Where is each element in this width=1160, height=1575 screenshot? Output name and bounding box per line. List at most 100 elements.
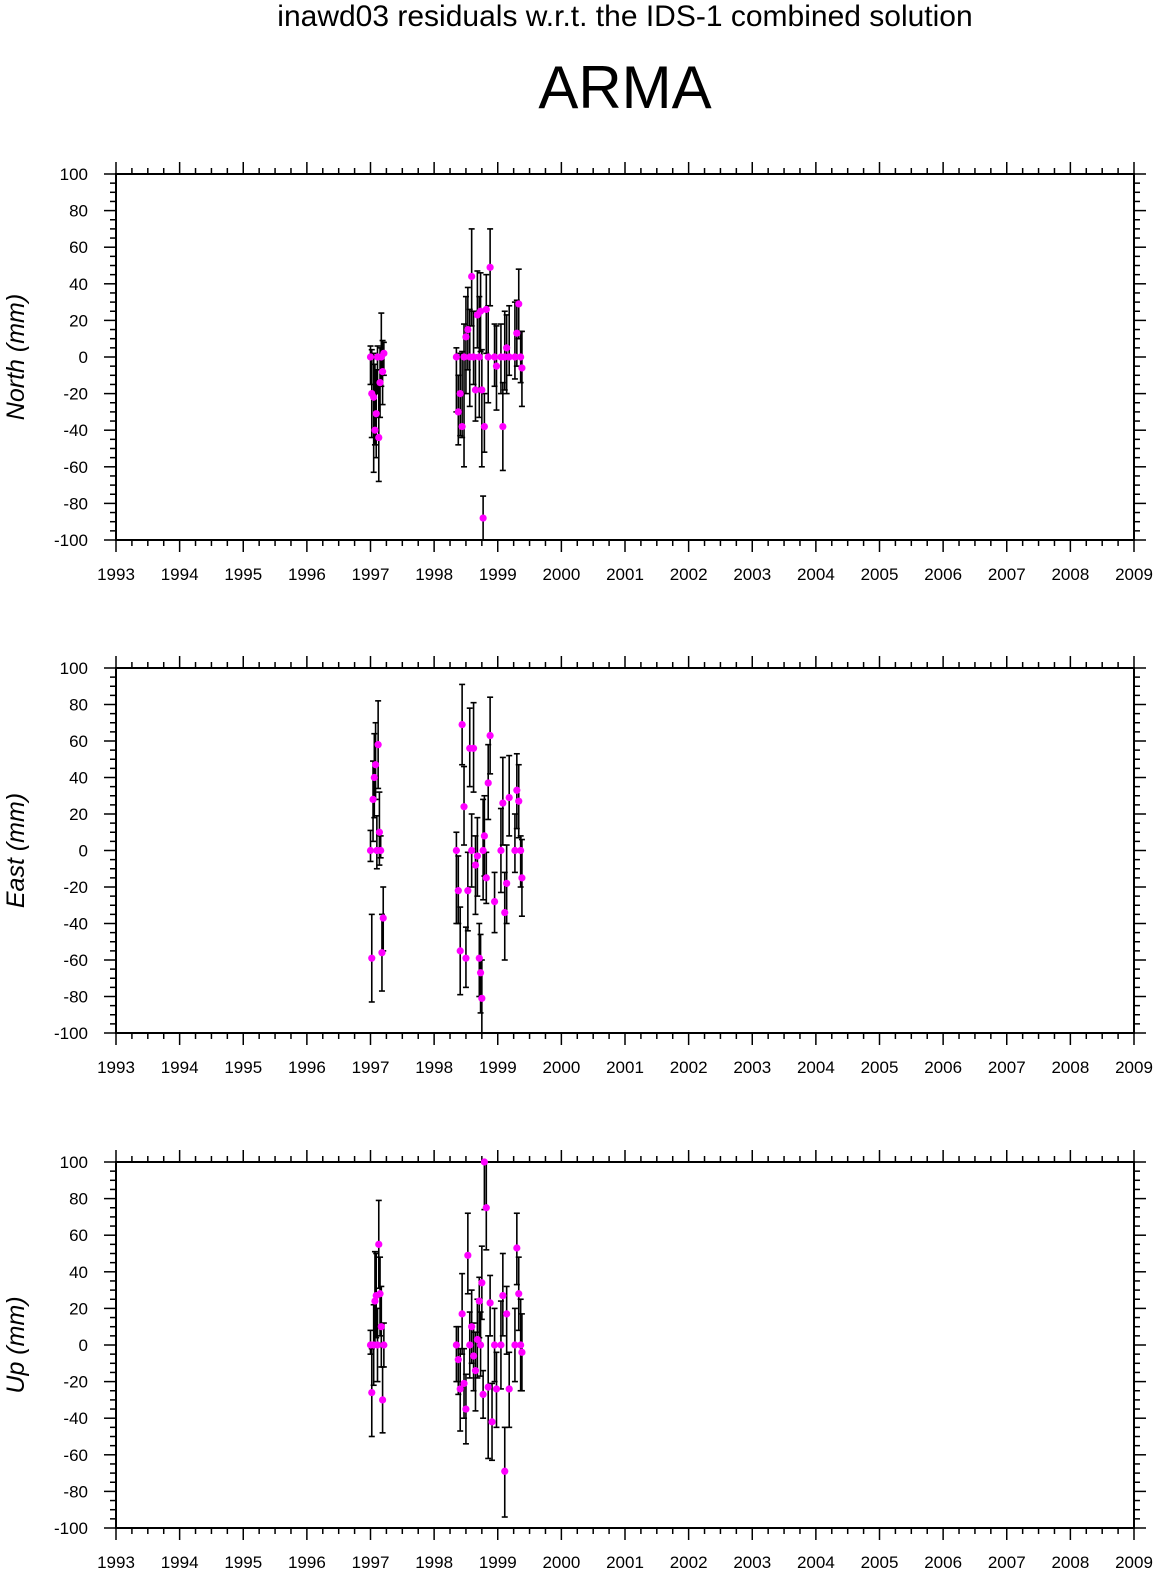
data-point: [499, 1291, 507, 1300]
station-name: ARMA: [538, 54, 711, 121]
y-tick-label: -80: [63, 1482, 88, 1501]
data-point: [513, 786, 521, 794]
x-tick-label: 2000: [542, 1058, 580, 1077]
y-tick-label: 100: [60, 659, 88, 678]
data-point: [476, 1341, 485, 1349]
data-point: [371, 1297, 379, 1305]
data-point: [464, 887, 472, 895]
x-tick-label: 2008: [1051, 1058, 1089, 1077]
data-point: [476, 969, 485, 977]
y-tick-label: 0: [79, 348, 88, 367]
data-point: [376, 1290, 384, 1298]
x-tick-label: 2009: [1115, 1058, 1153, 1077]
data-point: [462, 1405, 470, 1413]
data-point: [479, 514, 487, 522]
x-tick-label: 2001: [606, 565, 644, 584]
x-tick-label: 1999: [479, 1553, 517, 1572]
plot-frame: [115, 667, 1135, 1034]
panel-east: 1993 1994 1995 1996 1997 1998 1999 2000 2001 2002…: [2, 656, 1153, 1077]
x-tick-label: 2007: [988, 1553, 1026, 1572]
x-tick-label: 1995: [224, 565, 262, 584]
data-point: [482, 1204, 490, 1212]
x-tick-label: 2006: [924, 1058, 962, 1077]
y-tick-label: 20: [69, 1299, 88, 1318]
data-point: [374, 741, 382, 749]
data-point: [473, 1335, 481, 1344]
data-point: [490, 898, 499, 906]
y-tick-label: -60: [63, 458, 88, 477]
data-point: [452, 353, 460, 361]
x-tick-label: 2005: [861, 565, 899, 584]
data-point: [484, 353, 492, 361]
x-tick-label: 1999: [479, 1058, 517, 1077]
data-point: [501, 908, 509, 917]
x-tick-label: 2008: [1051, 565, 1089, 584]
data-point: [456, 947, 464, 955]
data-point: [466, 1341, 474, 1349]
y-tick-label: 20: [69, 805, 88, 824]
x-tick-label: 1999: [479, 565, 517, 584]
data-point: [490, 1341, 499, 1349]
data-point: [452, 846, 460, 855]
data-point: [503, 879, 511, 887]
y-tick-label: -40: [63, 915, 88, 934]
data-point: [375, 1240, 383, 1248]
data-point: [458, 1310, 466, 1318]
x-tick-label: 2009: [1115, 565, 1153, 584]
data-point: [478, 1279, 486, 1287]
x-tick-label: 1998: [415, 1058, 453, 1077]
data-point: [518, 1348, 526, 1356]
data-point: [517, 353, 525, 361]
y-axis-label: Up (mm): [2, 1296, 30, 1393]
x-tick-label: 2007: [988, 565, 1026, 584]
y-tick-label: -40: [63, 1409, 88, 1428]
data-point: [471, 1367, 480, 1375]
x-tick-label: 2003: [733, 565, 771, 584]
y-tick-label: 80: [69, 1190, 88, 1209]
data-point: [380, 349, 388, 357]
data-point: [492, 1385, 501, 1393]
x-tick-label: 2003: [733, 1553, 771, 1572]
data-point: [371, 426, 379, 434]
data-point: [368, 1388, 376, 1397]
data-point: [486, 1299, 494, 1307]
data-point: [499, 422, 507, 431]
y-tick-label: 0: [79, 842, 88, 861]
y-tick-label: 100: [60, 1153, 88, 1172]
y-tick-label: -100: [54, 1519, 88, 1538]
data-point: [484, 779, 492, 787]
data-point: [517, 1341, 525, 1349]
data-point: [377, 846, 385, 855]
data-point: [518, 874, 526, 882]
data-point: [486, 731, 494, 740]
data-point: [480, 1158, 488, 1166]
y-tick-label: 0: [79, 1336, 88, 1355]
x-tick-label: 1996: [288, 565, 326, 584]
x-tick-label: 2004: [797, 565, 835, 584]
data-point: [511, 353, 519, 361]
data-point: [378, 368, 387, 376]
data-point: [505, 1385, 513, 1393]
data-point: [373, 1341, 382, 1349]
x-tick-label: 1997: [352, 1058, 390, 1077]
x-tick-label: 2002: [670, 1553, 708, 1572]
x-tick-label: 2007: [988, 1058, 1026, 1077]
figure-title: inawd03 residuals w.r.t. the IDS-1 combi…: [277, 0, 972, 33]
x-tick-label: 1998: [415, 1553, 453, 1572]
data-point: [473, 852, 481, 860]
data-point: [484, 1383, 492, 1391]
data-point: [372, 410, 380, 418]
x-tick-label: 1996: [288, 1058, 326, 1077]
y-tick-label: -60: [63, 1446, 88, 1465]
data-point: [366, 353, 375, 361]
data-point: [454, 1356, 462, 1364]
data-point: [378, 949, 386, 957]
data-point: [456, 390, 464, 398]
data-point: [497, 846, 505, 855]
x-tick-label: 1993: [97, 1058, 135, 1077]
x-tick-label: 2009: [1115, 1553, 1153, 1572]
data-point: [513, 329, 521, 337]
data-point: [452, 1341, 460, 1349]
y-tick-label: 60: [69, 238, 88, 257]
